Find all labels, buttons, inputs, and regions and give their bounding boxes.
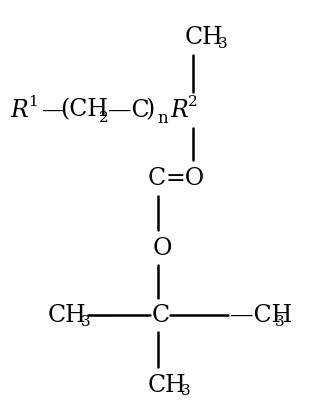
- Text: 3: 3: [218, 37, 228, 51]
- Text: n: n: [157, 110, 168, 127]
- Text: —C: —C: [108, 98, 150, 122]
- Text: O: O: [153, 237, 172, 259]
- Text: R: R: [170, 98, 188, 122]
- Text: CH: CH: [185, 27, 224, 49]
- Text: —: —: [42, 98, 65, 122]
- Text: 2: 2: [188, 95, 198, 109]
- Text: C: C: [148, 166, 166, 190]
- Text: —: —: [90, 303, 114, 327]
- Text: 2: 2: [99, 111, 109, 125]
- Text: =O: =O: [165, 166, 204, 190]
- Text: 3: 3: [81, 315, 91, 329]
- Text: 3: 3: [275, 315, 285, 329]
- Text: R: R: [10, 98, 28, 122]
- Text: C: C: [152, 303, 170, 327]
- Text: —CH: —CH: [230, 303, 292, 327]
- Text: ): ): [145, 98, 154, 122]
- Text: 1: 1: [28, 95, 38, 109]
- Text: CH: CH: [48, 303, 87, 327]
- Text: (CH: (CH: [60, 98, 108, 122]
- Text: CH: CH: [148, 374, 187, 396]
- Text: 3: 3: [181, 384, 191, 398]
